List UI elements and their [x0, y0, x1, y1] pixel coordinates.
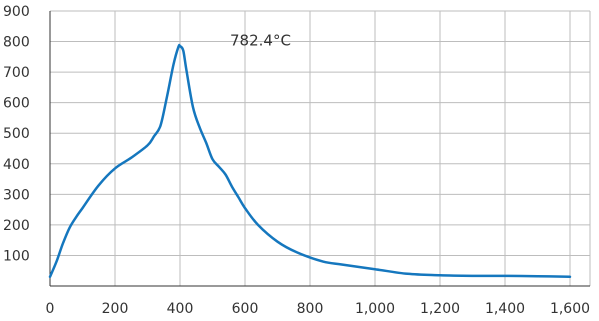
y-tick-label: 800 [3, 35, 30, 51]
x-tick-label: 0 [46, 301, 55, 317]
x-tick-label: 1,000 [355, 301, 395, 317]
y-tick-label: 300 [3, 187, 30, 203]
y-tick-label: 500 [3, 126, 30, 142]
x-tick-label: 1,400 [485, 301, 525, 317]
x-tick-label: 200 [102, 301, 129, 317]
y-tick-label: 200 [3, 218, 30, 234]
x-tick-label: 600 [232, 301, 259, 317]
y-tick-label: 400 [3, 157, 30, 173]
y-tick-label: 100 [3, 248, 30, 264]
series-line [48, 43, 572, 279]
x-tick-label: 400 [167, 301, 194, 317]
x-tick-label: 800 [297, 301, 324, 317]
y-tick-label: 900 [3, 4, 30, 20]
x-tick-label: 1,200 [420, 301, 460, 317]
peak-annotation: 782.4°C [230, 32, 291, 50]
axes [49, 11, 590, 287]
tick-labels: 0 200 400 600 800 1,000 1,200 1,400 1,600 100 200 3… [3, 4, 590, 317]
grid [50, 10, 591, 286]
y-tick-label: 700 [3, 65, 30, 81]
y-tick-label: 600 [3, 96, 30, 112]
x-tick-label: 1,600 [550, 301, 590, 317]
series [48, 43, 572, 279]
